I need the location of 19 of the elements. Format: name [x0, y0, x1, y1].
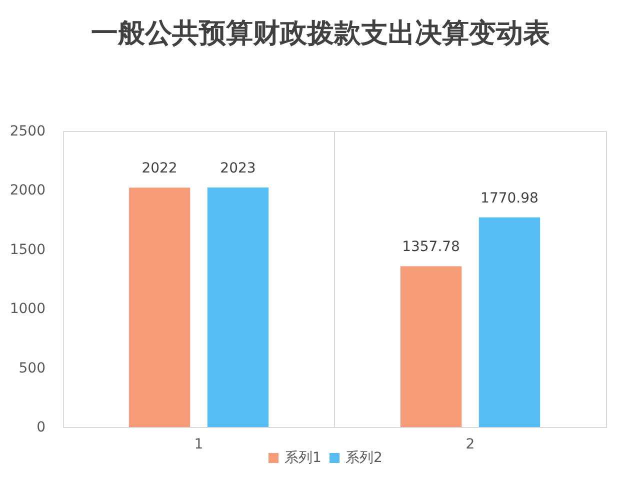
legend-label: 系列1 — [284, 450, 322, 466]
bar — [478, 217, 540, 427]
chart-title: 一般公共预算财政拨款支出决算变动表 — [91, 18, 550, 49]
y-tick-label: 0 — [36, 420, 46, 436]
data-label: 2022 — [142, 160, 178, 177]
y-tick-label: 500 — [18, 360, 46, 376]
data-label: 1770.98 — [480, 190, 538, 206]
x-tick-label: 1 — [194, 436, 204, 452]
y-tick-label: 2500 — [10, 124, 46, 140]
bar — [207, 187, 269, 427]
y-tick-label: 1000 — [10, 301, 46, 318]
bar — [400, 266, 462, 427]
x-tick-label: 2 — [466, 436, 475, 452]
data-label: 1357.78 — [402, 239, 460, 256]
bar — [128, 188, 190, 427]
data-label: 2023 — [220, 160, 256, 176]
legend-label: 系列2 — [346, 450, 382, 466]
y-tick-label: 2000 — [10, 182, 46, 199]
y-tick-label: 1500 — [10, 242, 46, 258]
